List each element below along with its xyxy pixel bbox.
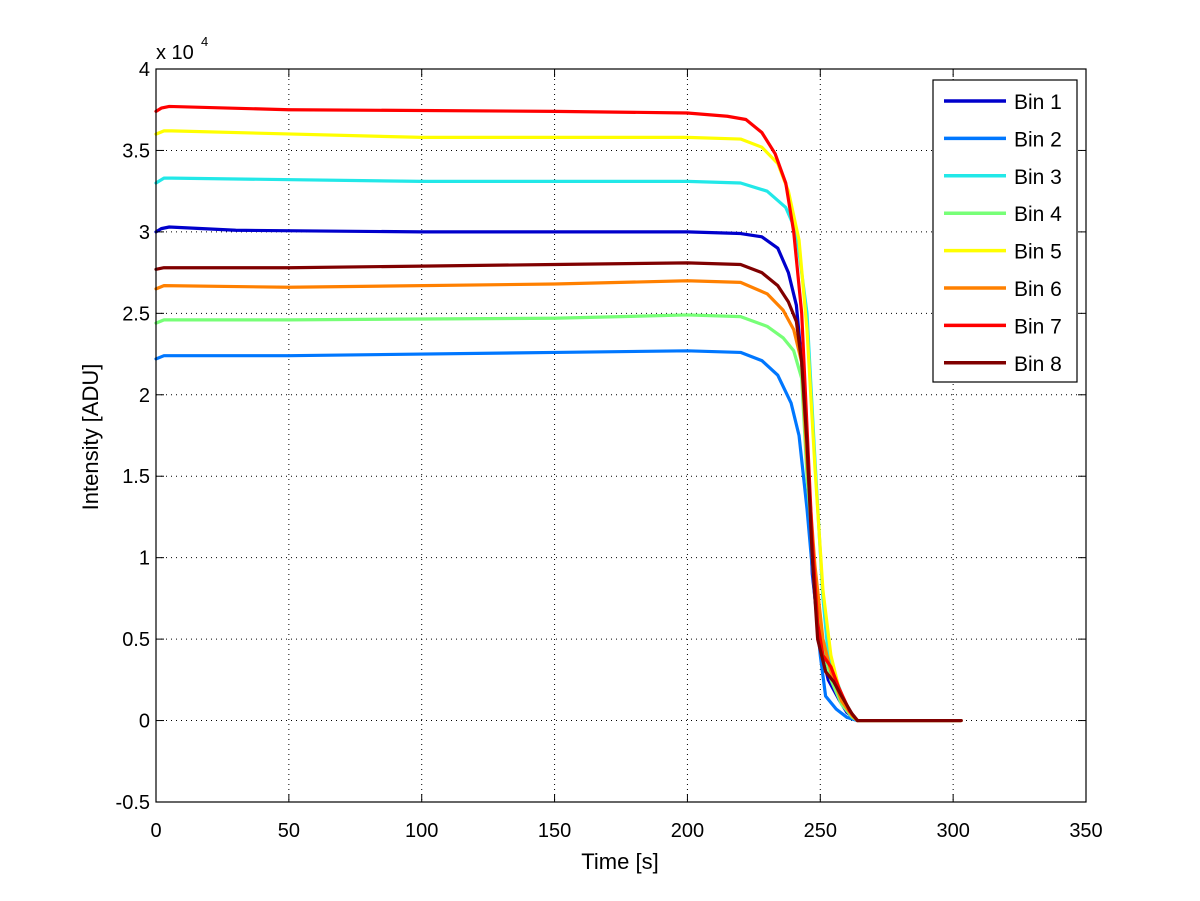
x-tick-label: 150 (538, 820, 571, 842)
series-line-bin-6 (154, 279, 963, 723)
y-tick-label: 1 (139, 548, 150, 570)
legend-label-bin-7: Bin 7 (1014, 315, 1062, 338)
series-lines (154, 104, 963, 723)
legend-label-bin-6: Bin 6 (1014, 278, 1062, 301)
legend-label-bin-8: Bin 8 (1014, 353, 1062, 376)
x-tick-label: 50 (278, 820, 300, 842)
y-tick-label: 1.5 (122, 466, 150, 488)
y-tick-labels: -0.5 0 0.5 1 1.5 2 2.5 3 3.5 4 (116, 59, 150, 814)
x-tick-label: 200 (671, 820, 704, 842)
x-tick-label: 350 (1069, 820, 1102, 842)
axes-frame (155, 68, 1087, 803)
y-tick-label: 0.5 (122, 629, 150, 651)
x-tick-labels: 0 50 100 150 200 250 300 350 (150, 820, 1102, 842)
y-tick-label: 2 (139, 385, 150, 407)
x-tick-label: 0 (150, 820, 161, 842)
legend-box (932, 79, 1078, 383)
legend-items: Bin 1 Bin 2 Bin 3 Bin 4 Bin 5 Bin 6 Bin 7 Bin 8 (944, 91, 1062, 376)
x-axis-label: Time [s] (581, 849, 658, 874)
legend-label-bin-1: Bin 1 (1014, 91, 1062, 114)
y-multiplier-base: x 10 (156, 42, 194, 64)
plot-area (156, 69, 1086, 802)
x-tick-label: 300 (936, 820, 969, 842)
axis-ticks (155, 68, 1087, 803)
series-line-bin-4 (154, 313, 963, 723)
legend-label-bin-4: Bin 4 (1014, 203, 1062, 226)
legend-label-bin-2: Bin 2 (1014, 128, 1062, 151)
y-tick-label: -0.5 (116, 792, 150, 814)
legend: Bin 1 Bin 2 Bin 3 Bin 4 Bin 5 Bin 6 Bin 7 Bin 8 (932, 79, 1078, 383)
series-line-bin-2 (154, 349, 963, 723)
legend-label-bin-5: Bin 5 (1014, 241, 1062, 264)
x-tick-label: 100 (405, 820, 438, 842)
y-tick-label: 3 (139, 222, 150, 244)
y-axis-label: Intensity [ADU] (78, 364, 103, 511)
y-tick-label: 2.5 (122, 303, 150, 325)
y-tick-label: 0 (139, 711, 150, 733)
y-tick-label: 4 (139, 59, 150, 81)
y-tick-label: 3.5 (122, 140, 150, 162)
series-line-bin-7 (154, 104, 963, 723)
y-multiplier-exponent: 4 (201, 34, 208, 49)
series-line-bin-8 (154, 261, 963, 723)
x-tick-label: 250 (804, 820, 837, 842)
legend-label-bin-3: Bin 3 (1014, 166, 1062, 189)
